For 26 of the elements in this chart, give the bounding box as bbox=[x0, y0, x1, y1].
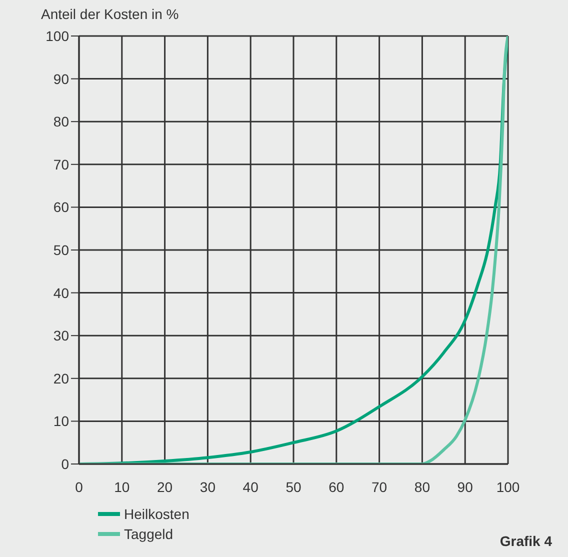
y-tick-label: 70 bbox=[53, 156, 70, 172]
x-tick-label: 40 bbox=[242, 478, 259, 495]
x-tick-label: 50 bbox=[286, 478, 302, 495]
y-tick-label: 50 bbox=[53, 242, 70, 258]
y-tick-label: 30 bbox=[53, 328, 70, 344]
y-tick-label: 20 bbox=[53, 370, 70, 386]
text: Grafik 4 bbox=[500, 533, 552, 549]
x-tick-label: 10 bbox=[114, 478, 130, 495]
x-tick-label: 100 bbox=[496, 478, 520, 495]
y-tick-label: 80 bbox=[53, 114, 70, 130]
y-tick-label: 10 bbox=[53, 413, 70, 430]
x-tick-label: 30 bbox=[200, 478, 216, 495]
x-tick-label: 70 bbox=[372, 478, 388, 495]
y-tick-label: 40 bbox=[53, 284, 70, 301]
x-tick-label: 90 bbox=[457, 478, 474, 495]
x-tick-label: 0 bbox=[75, 478, 84, 495]
legend-label: Heilkosten bbox=[124, 506, 190, 522]
y-tick-label: 90 bbox=[53, 70, 70, 87]
x-tick-label: 20 bbox=[157, 478, 173, 495]
y-tick-label: 100 bbox=[46, 28, 70, 44]
legend-label: Taggeld bbox=[124, 526, 174, 542]
x-tick-label: 60 bbox=[328, 478, 344, 495]
y-axis-title: Anteil der Kosten in % bbox=[41, 6, 179, 22]
y-tick-label: 60 bbox=[53, 199, 70, 216]
y-tick-label: 0 bbox=[61, 456, 70, 472]
x-tick-label: 80 bbox=[414, 478, 430, 495]
